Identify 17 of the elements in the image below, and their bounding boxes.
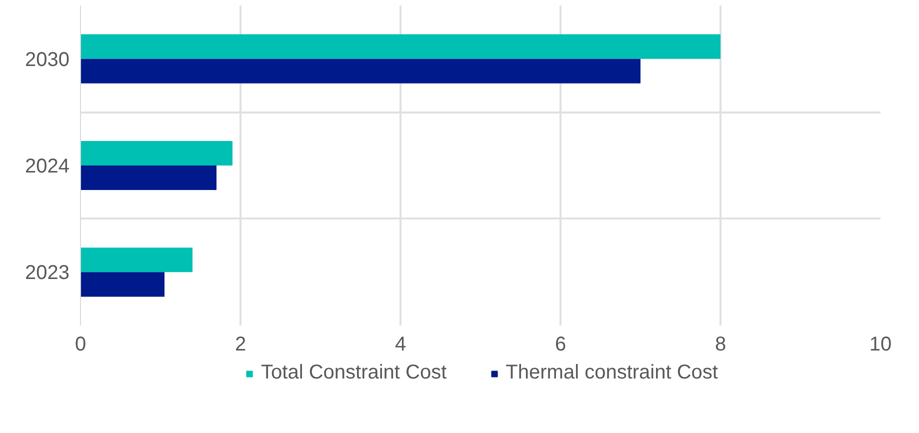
bar: [80, 166, 216, 190]
bar: [80, 58, 640, 84]
bar: [80, 34, 720, 59]
legend-label: Thermal constraint Cost: [506, 362, 718, 384]
y-tick-label: 2030: [25, 48, 70, 71]
x-tick-label: 6: [554, 334, 566, 356]
bar: [80, 272, 164, 297]
x-tick-label: 0: [74, 334, 86, 356]
bar: [80, 248, 192, 272]
x-tick-label: 10: [869, 334, 892, 356]
y-tick-label: 2023: [25, 262, 70, 284]
y-tick-label: 2024: [25, 156, 70, 178]
x-tick-label: 2: [234, 334, 246, 356]
legend-label: Total Constraint Cost: [261, 362, 447, 384]
x-tick-label: 8: [714, 334, 726, 356]
bar: [80, 140, 232, 166]
x-tick-label: 4: [394, 334, 406, 356]
